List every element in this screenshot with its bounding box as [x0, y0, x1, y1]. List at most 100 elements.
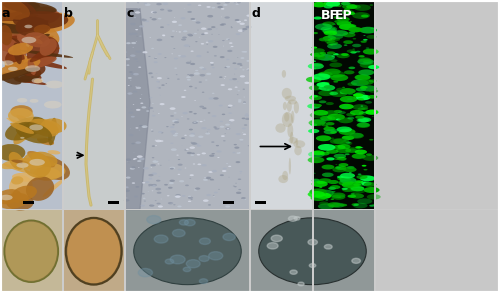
Circle shape: [199, 255, 209, 261]
Ellipse shape: [156, 87, 159, 88]
Ellipse shape: [324, 5, 333, 8]
Circle shape: [208, 252, 223, 260]
Ellipse shape: [170, 36, 174, 38]
Ellipse shape: [288, 158, 291, 175]
Ellipse shape: [162, 35, 165, 36]
Ellipse shape: [32, 78, 44, 83]
Ellipse shape: [128, 162, 130, 163]
Ellipse shape: [148, 184, 153, 186]
Ellipse shape: [158, 131, 162, 133]
Ellipse shape: [175, 195, 180, 198]
Ellipse shape: [148, 56, 150, 57]
Circle shape: [186, 260, 200, 268]
Ellipse shape: [230, 47, 231, 48]
Ellipse shape: [20, 137, 24, 139]
Ellipse shape: [348, 82, 357, 86]
Ellipse shape: [181, 137, 185, 139]
Ellipse shape: [356, 95, 370, 100]
Ellipse shape: [174, 112, 176, 114]
Ellipse shape: [150, 73, 153, 74]
Ellipse shape: [124, 190, 130, 192]
Circle shape: [288, 216, 298, 221]
Bar: [312, 0, 314, 293]
Ellipse shape: [239, 152, 240, 153]
Ellipse shape: [334, 158, 339, 160]
Ellipse shape: [324, 0, 340, 6]
Ellipse shape: [178, 31, 181, 33]
Ellipse shape: [324, 30, 337, 35]
Ellipse shape: [152, 185, 156, 187]
Ellipse shape: [189, 86, 192, 87]
Ellipse shape: [226, 38, 230, 40]
Ellipse shape: [356, 175, 368, 179]
Ellipse shape: [336, 17, 350, 22]
Ellipse shape: [12, 173, 38, 182]
Ellipse shape: [8, 67, 18, 71]
Ellipse shape: [130, 54, 136, 57]
Ellipse shape: [240, 23, 245, 25]
Ellipse shape: [187, 74, 190, 75]
Ellipse shape: [351, 186, 364, 191]
Ellipse shape: [133, 159, 135, 160]
Ellipse shape: [312, 60, 316, 62]
Ellipse shape: [142, 19, 144, 20]
Ellipse shape: [229, 121, 231, 122]
Ellipse shape: [200, 43, 204, 45]
Ellipse shape: [368, 95, 378, 99]
Ellipse shape: [3, 1, 57, 14]
Ellipse shape: [158, 18, 162, 19]
Bar: [250, 0, 312, 209]
Ellipse shape: [369, 139, 374, 141]
Ellipse shape: [152, 190, 154, 191]
Ellipse shape: [224, 16, 230, 19]
Ellipse shape: [288, 123, 293, 138]
Circle shape: [324, 244, 332, 249]
Ellipse shape: [354, 4, 371, 11]
Ellipse shape: [356, 51, 360, 52]
Ellipse shape: [170, 203, 173, 204]
Ellipse shape: [308, 151, 325, 158]
Ellipse shape: [0, 193, 29, 209]
Ellipse shape: [156, 39, 162, 41]
Ellipse shape: [354, 74, 370, 80]
Ellipse shape: [141, 94, 142, 95]
Ellipse shape: [196, 121, 199, 122]
Ellipse shape: [159, 132, 160, 133]
Ellipse shape: [352, 38, 356, 40]
Ellipse shape: [309, 95, 322, 100]
Ellipse shape: [350, 21, 352, 22]
Ellipse shape: [203, 179, 208, 181]
Ellipse shape: [229, 79, 232, 80]
Ellipse shape: [345, 149, 357, 153]
Ellipse shape: [326, 157, 334, 161]
Ellipse shape: [188, 197, 193, 199]
Ellipse shape: [220, 126, 224, 128]
Ellipse shape: [312, 32, 318, 34]
Ellipse shape: [346, 166, 354, 169]
Ellipse shape: [229, 121, 230, 122]
Ellipse shape: [0, 67, 38, 82]
Ellipse shape: [136, 50, 141, 53]
Ellipse shape: [366, 194, 380, 200]
Ellipse shape: [184, 135, 187, 136]
Ellipse shape: [183, 30, 188, 32]
Ellipse shape: [0, 19, 44, 34]
Ellipse shape: [182, 30, 186, 32]
Ellipse shape: [343, 167, 356, 172]
Ellipse shape: [192, 19, 196, 21]
Ellipse shape: [322, 28, 337, 34]
Ellipse shape: [186, 149, 189, 150]
Ellipse shape: [198, 37, 200, 38]
Ellipse shape: [243, 51, 247, 53]
Ellipse shape: [211, 34, 213, 35]
Ellipse shape: [27, 151, 55, 167]
Ellipse shape: [220, 205, 221, 206]
Ellipse shape: [216, 145, 219, 146]
Ellipse shape: [324, 82, 330, 84]
Ellipse shape: [168, 10, 172, 12]
Ellipse shape: [190, 174, 194, 176]
Ellipse shape: [238, 101, 242, 103]
Ellipse shape: [16, 58, 26, 72]
Ellipse shape: [336, 21, 351, 26]
Ellipse shape: [328, 33, 344, 39]
